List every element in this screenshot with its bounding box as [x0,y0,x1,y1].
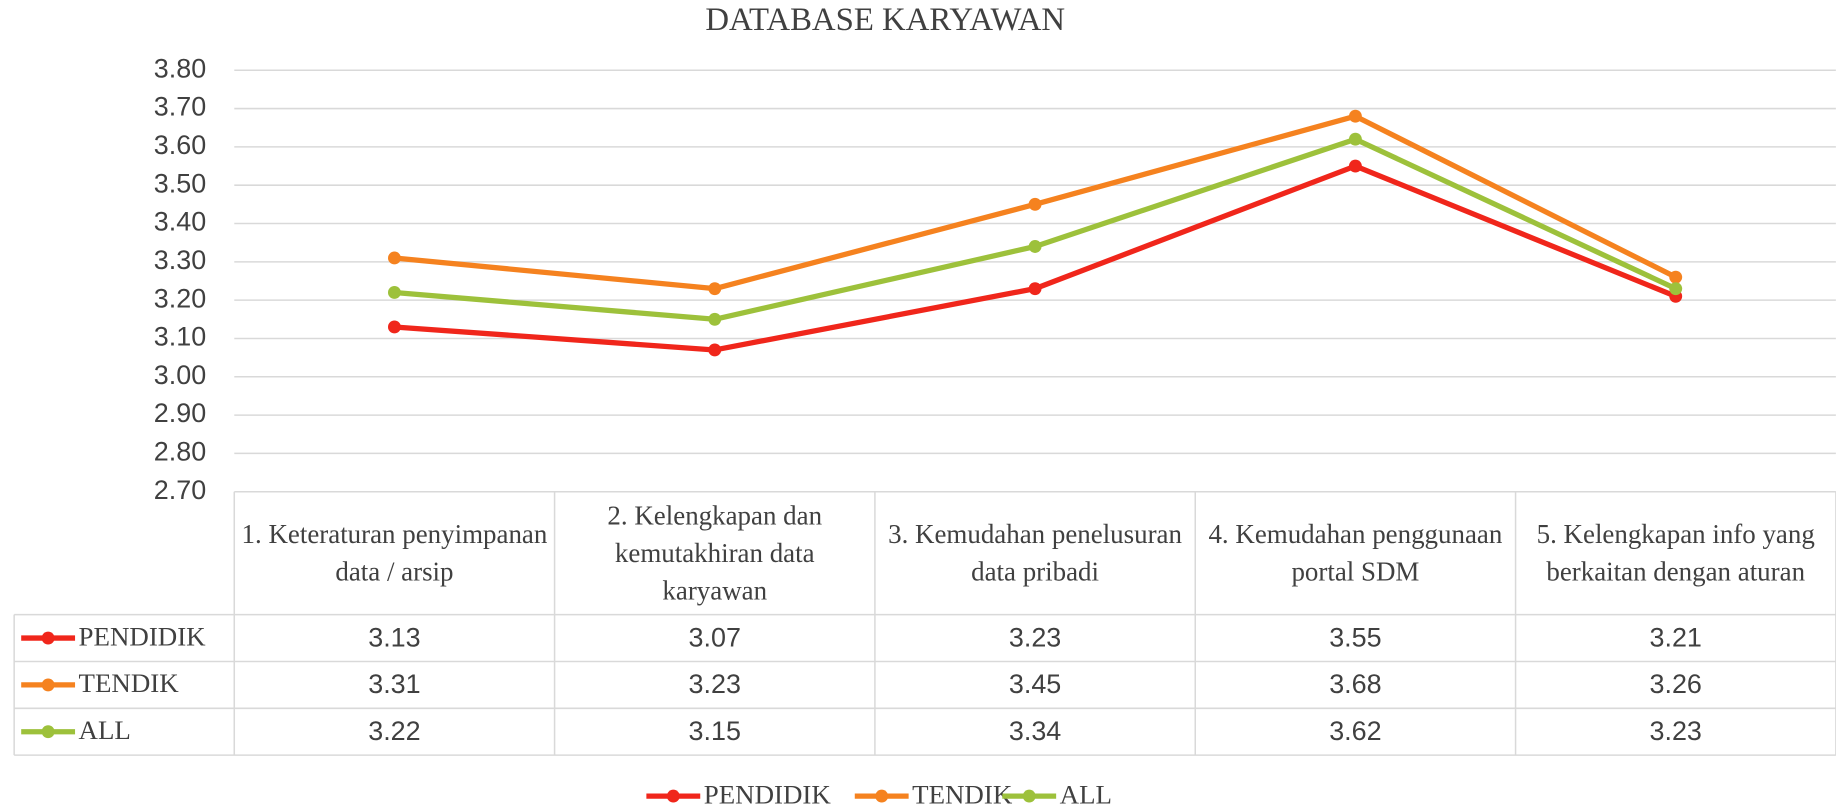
legend-key [41,725,55,739]
row-label: ALL [79,715,131,745]
category-cell: 1. Keteraturan penyimpanan data / arsip [241,519,548,586]
data-label: 3.26 [1650,669,1702,699]
point [708,343,722,357]
y-tick-label: 3.50 [154,168,206,198]
row-label: PENDIDIK [79,621,207,651]
data-label: 3.23 [689,669,741,699]
point [387,251,401,265]
category-cell: 5. Kelengkapan info yang berkaitan denga… [1536,519,1815,586]
data-label: 3.13 [368,622,420,652]
data-label: 3.22 [368,716,420,746]
y-tick-label: 2.90 [154,398,206,428]
y-tick-label: 3.30 [154,245,206,275]
point [1348,132,1362,146]
legend-key [1022,789,1036,803]
legend-label: TENDIK [912,779,1013,809]
row-label: TENDIK [79,668,180,698]
category-cell: 2. Kelengkapan dan kemutakhiran data kar… [607,500,823,605]
point [708,312,722,326]
point [1028,282,1042,296]
data-label: 3.34 [1009,716,1061,746]
legend-label: ALL [1060,779,1112,809]
chart-title: DATABASE KARYAWAN [705,2,1065,38]
point [387,286,401,299]
x-tick-label: 1. Keteraturan penyimpanan data / arsip [241,519,548,586]
x-tick-label: 3. Kemudahan penelusuran data pribadi [888,519,1182,586]
data-label: 3.07 [689,622,741,652]
point [708,282,722,296]
y-tick-label: 3.20 [154,283,206,313]
y-tick-label: 3.00 [154,360,206,390]
data-label: 3.68 [1329,669,1381,699]
y-tick-label: 3.40 [154,207,206,237]
point [1669,270,1683,284]
data-label: 3.15 [689,716,741,746]
point [1348,159,1362,173]
data-label: 3.55 [1329,622,1381,652]
category-cell: 4. Kemudahan penggunaan portal SDM [1208,519,1503,586]
legend-key [41,678,55,692]
legend-label: PENDIDIK [704,779,832,809]
y-tick-label: 2.80 [154,437,206,467]
category-cell: 3. Kemudahan penelusuran data pribadi [888,519,1182,586]
x-tick-label: 2. Kelengkapan dan kemutakhiran data kar… [607,500,823,605]
point [1028,240,1042,253]
legend-key [875,789,889,803]
data-label: 3.31 [368,669,420,699]
point [1028,197,1042,211]
point [1348,109,1362,123]
data-label: 3.62 [1329,716,1381,746]
data-label: 3.23 [1009,622,1061,652]
y-tick-label: 3.10 [154,322,206,352]
data-label: 3.45 [1009,669,1061,699]
y-tick-label: 3.60 [154,130,206,160]
legend-key [666,789,680,803]
y-tick-label: 3.70 [154,92,206,122]
legend-key [41,631,55,645]
y-tick-label: 3.80 [154,53,206,83]
data-label: 3.23 [1650,716,1702,746]
point [387,320,401,334]
point [1669,282,1683,296]
series-line [394,163,1677,353]
data-label: 3.21 [1650,622,1702,652]
x-tick-label: 4. Kemudahan penggunaan portal SDM [1208,519,1503,586]
x-tick-label: 5. Kelengkapan info yang berkaitan denga… [1536,519,1815,586]
y-tick-label: 2.70 [154,475,206,505]
